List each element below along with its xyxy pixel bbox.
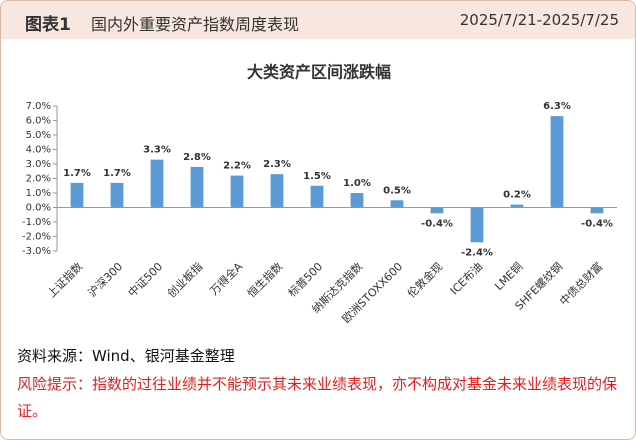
value-label: 6.3%: [543, 101, 571, 112]
x-tick-label: LME铜: [492, 259, 526, 293]
chart: 大类资产区间涨跌幅 -3.0% -2.0% -1.0% 0.0% 1.0% 2.0% 3.0…: [22, 63, 617, 326]
y-tick-label: 1.0%: [26, 188, 51, 199]
value-label: -2.4%: [461, 247, 493, 258]
risk-note: 风险提示：指数的过往业绩并不能预示其未来业绩表现，亦不构成对基金未来业绩表现的保…: [17, 375, 618, 420]
x-tick-label: 上证指数: [44, 259, 85, 300]
bar: [390, 200, 404, 208]
value-label: 0.5%: [383, 185, 411, 196]
figure-label: 图表1: [25, 15, 71, 35]
value-label: 2.8%: [183, 152, 211, 163]
bar: [470, 207, 484, 243]
x-tick-label: 中债总财富: [556, 259, 605, 308]
bar: [110, 182, 124, 208]
value-label: 1.0%: [343, 178, 371, 189]
value-label: 1.5%: [303, 171, 331, 182]
bar: [510, 204, 524, 208]
header-title: 国内外重要资产指数周度表现: [91, 15, 300, 34]
bar: [550, 116, 564, 208]
value-label: 1.7%: [103, 168, 131, 179]
chart-title: 大类资产区间涨跌幅: [247, 63, 391, 82]
value-label: -0.4%: [421, 218, 453, 229]
value-label: 2.3%: [263, 159, 291, 170]
x-tick-label: 万得全A: [207, 259, 246, 298]
x-tick-label: 标普500: [285, 259, 325, 299]
y-tick-label: -1.0%: [22, 217, 51, 228]
value-label: 0.2%: [503, 190, 531, 201]
bar: [310, 185, 324, 208]
x-tick-label: ICE布油: [447, 259, 485, 297]
bar: [70, 182, 84, 208]
y-tick-label: 2.0%: [26, 174, 51, 185]
bar: [190, 166, 204, 208]
date-range: 2025/7/21-2025/7/25: [459, 11, 619, 29]
y-tick-label: -2.0%: [22, 232, 51, 243]
y-tick-label: 4.0%: [26, 145, 51, 156]
x-tick-label: 沪深300: [85, 259, 125, 299]
x-tick-label: 创业板指: [164, 259, 205, 300]
bar: [150, 159, 164, 208]
header: 图表1 国内外重要资产指数周度表现 2025/7/21-2025/7/25: [1, 1, 635, 39]
x-tick-label: 恒生指数: [244, 259, 285, 300]
value-label: 1.7%: [63, 168, 91, 179]
y-tick-label: 6.0%: [26, 116, 51, 127]
source: 资料来源：Wind、银河基金整理: [17, 347, 235, 365]
y-tick-label: 0.0%: [26, 203, 51, 214]
y-tick-label: 5.0%: [26, 130, 51, 141]
value-label: -0.4%: [581, 218, 613, 229]
value-label: 3.3%: [143, 145, 171, 156]
bar: [430, 207, 444, 214]
bar: [270, 174, 284, 208]
y-tick-label: -3.0%: [22, 246, 51, 257]
bar: [590, 207, 604, 214]
x-tick-label: 伦敦金现: [404, 259, 445, 300]
bar: [350, 193, 364, 208]
bar: [230, 175, 244, 208]
y-tick-label: 7.0%: [26, 101, 51, 112]
x-tick-label: 中证500: [126, 260, 166, 300]
y-tick-label: 3.0%: [26, 159, 51, 170]
value-label: 2.2%: [223, 161, 251, 172]
